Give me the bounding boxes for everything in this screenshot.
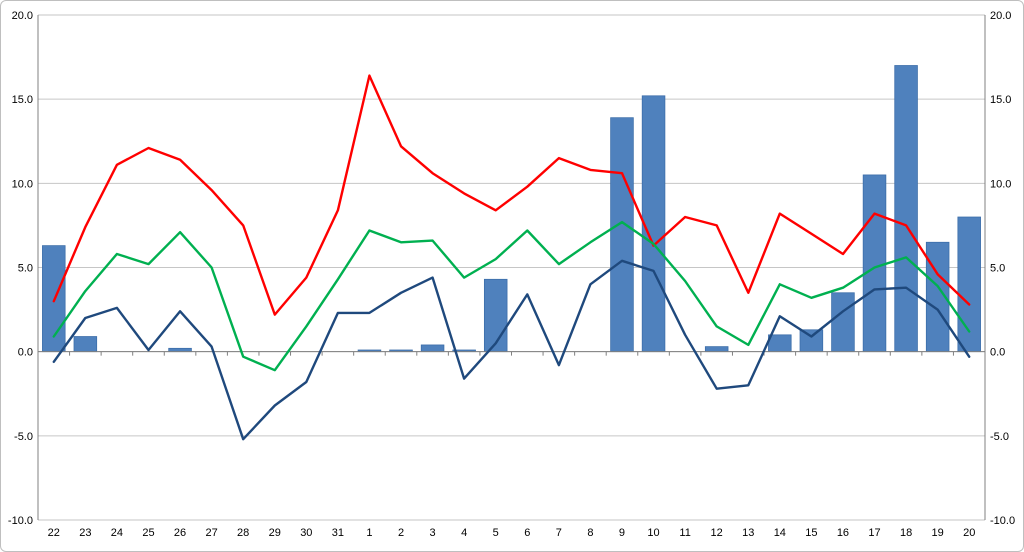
x-tick-label: 31 [332,527,344,539]
y-tick-label-left: 5.0 [18,263,33,275]
bar-series [42,65,981,353]
x-tick-label: 22 [48,527,60,539]
y-tick-label-left: 20.0 [12,10,33,22]
y-axis-labels-right: -10.0 -5.0 0.0 5.0 10.0 15.0 20.0 [990,10,1015,527]
y-tick-label-left: -10.0 [8,515,33,527]
red-line-series [52,74,971,316]
y-tick-label-left: 10.0 [12,178,33,190]
x-tick-label: 5 [493,527,499,539]
bar [894,65,918,353]
x-tick-label: 18 [900,527,912,539]
x-tick-label: 2 [398,527,404,539]
bar [168,347,192,353]
y-tick-label-right: 15.0 [990,94,1011,106]
navy-line-series [52,259,971,441]
x-axis [37,351,986,356]
y-tick-label-right: 10.0 [990,178,1011,190]
x-axis-labels: 22 23 24 25 26 27 28 29 30 31 1 2 3 4 5 6 7 8 9 10 11 12 13 14 1… [48,527,976,539]
x-tick-label: 3 [430,527,436,539]
x-tick-label: 27 [205,527,217,539]
y-axis-labels-left: -10.0 -5.0 0.0 5.0 10.0 15.0 20.0 [8,10,33,527]
x-tick-label: 19 [932,527,944,539]
bar [799,329,824,353]
x-tick-label: 16 [837,527,849,539]
x-tick-label: 12 [711,527,723,539]
axis-lines [37,15,986,520]
x-tick-label: 6 [524,527,530,539]
red-line [52,74,971,316]
y-tick-label-right: 20.0 [990,10,1011,22]
y-tick-label-left: 0.0 [18,347,33,359]
bar [768,334,792,353]
x-tick-label: 20 [963,527,975,539]
x-tick-label: 29 [269,527,281,539]
bar [641,95,666,353]
x-tick-label: 30 [300,527,312,539]
bar [862,174,887,353]
green-line [52,220,971,372]
gridlines [38,14,985,521]
x-tick-label: 15 [805,527,817,539]
navy-line [52,259,971,441]
y-tick-label-left: 15.0 [12,94,33,106]
x-tick-label: 1 [366,527,372,539]
x-tick-label: 11 [679,527,690,539]
bar [831,292,855,353]
x-tick-label: 26 [174,527,186,539]
x-tick-label: 7 [556,527,562,539]
bar [420,344,445,353]
y-tick-label-right: 5.0 [990,263,1005,275]
y-tick-label-right: 0.0 [990,347,1005,359]
x-tick-label: 28 [237,527,249,539]
x-tick-label: 23 [79,527,91,539]
x-tick-label: 10 [647,527,659,539]
x-tick-label: 9 [619,527,625,539]
x-tick-label: 13 [742,527,754,539]
y-tick-label-right: -10.0 [990,515,1015,527]
y-tick-label-left: -5.0 [14,431,33,443]
x-tick-label: 8 [587,527,593,539]
x-tick-label: 4 [461,527,467,539]
y-tick-label-right: -5.0 [990,431,1009,443]
x-tick-label: 14 [774,527,786,539]
green-line-series [52,220,971,372]
bar [483,278,508,353]
x-tick-label: 17 [868,527,880,539]
bar [704,346,729,353]
x-tick-label: 25 [142,527,154,539]
bar [610,117,634,353]
x-tick-label: 24 [111,527,123,539]
bar [73,336,98,353]
